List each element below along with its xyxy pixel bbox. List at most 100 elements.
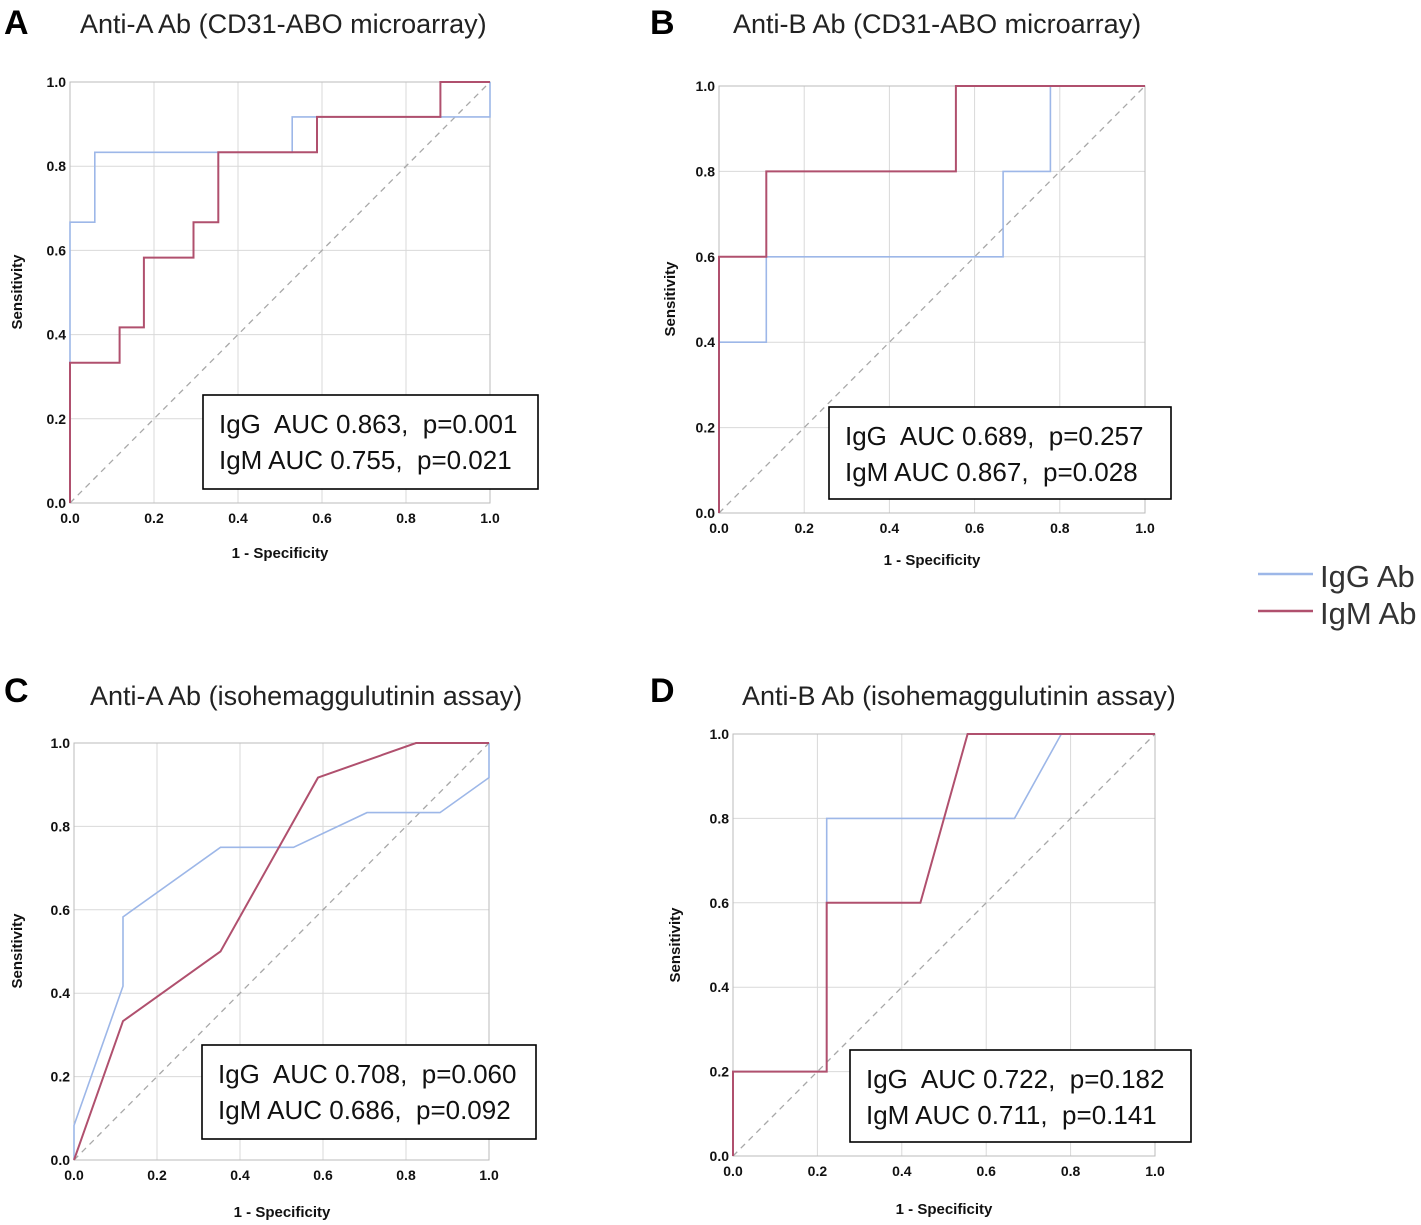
legend: IgG Ab IgM Ab bbox=[1258, 559, 1417, 631]
tick-layer: 0.0 0.2 0.4 0.6 0.8 1.0 0.0 0.2 0.4 0.6 0.8 1.0 bbox=[51, 735, 499, 1183]
auc-line-igm: IgM AUC 0.755, p=0.021 bbox=[219, 445, 512, 475]
y-tick-label: 0.8 bbox=[696, 163, 716, 179]
y-tick-label: 1.0 bbox=[710, 726, 730, 742]
auc-box bbox=[202, 394, 539, 490]
y-tick-label: 0.0 bbox=[710, 1148, 730, 1164]
x-axis-label: 1 - Specificity bbox=[884, 552, 981, 569]
y-tick-label: 1.0 bbox=[696, 78, 716, 94]
auc-box bbox=[201, 1044, 537, 1140]
plot-area bbox=[718, 85, 1146, 514]
auc-annotation: IgG AUC 0.708, p=0.060 IgM AUC 0.686, p=0… bbox=[201, 1044, 537, 1140]
plot-area bbox=[69, 81, 491, 504]
auc-box bbox=[828, 406, 1172, 500]
x-tick-label: 0.8 bbox=[1061, 1163, 1081, 1179]
auc-annotation: IgG AUC 0.689, p=0.257 IgM AUC 0.867, p=0… bbox=[828, 406, 1172, 500]
y-tick-label: 1.0 bbox=[47, 74, 67, 90]
y-tick-label: 0.0 bbox=[696, 505, 716, 521]
legend-label-igm: IgM Ab bbox=[1320, 596, 1417, 631]
auc-line-igg: IgG AUC 0.689, p=0.257 bbox=[845, 421, 1143, 451]
plot-frame bbox=[732, 733, 1156, 1157]
roc-curve-igm bbox=[718, 85, 1145, 513]
x-axis-label: 1 - Specificity bbox=[234, 1204, 331, 1221]
auc-line-igg: IgG AUC 0.708, p=0.060 bbox=[218, 1059, 516, 1089]
x-tick-label: 0.2 bbox=[147, 1167, 167, 1183]
x-tick-label: 0.8 bbox=[1050, 520, 1070, 536]
auc-line-igm: IgM AUC 0.867, p=0.028 bbox=[845, 457, 1138, 487]
panel-d: D Anti-B Ab (isohemaggulutinin assay) 0.… bbox=[650, 672, 1192, 1218]
plot-area bbox=[732, 733, 1156, 1157]
y-axis-label: Sensitivity bbox=[9, 913, 26, 989]
x-axis-label: 1 - Specificity bbox=[232, 545, 329, 562]
reference-diagonal bbox=[718, 85, 1146, 514]
y-tick-label: 0.0 bbox=[47, 495, 67, 511]
reference-diagonal bbox=[69, 81, 491, 504]
panel-title: Anti-B Ab (isohemaggulutinin assay) bbox=[742, 681, 1176, 711]
x-tick-label: 1.0 bbox=[1135, 520, 1155, 536]
auc-line-igm: IgM AUC 0.711, p=0.141 bbox=[866, 1100, 1157, 1130]
plot-frame bbox=[73, 742, 490, 1161]
y-tick-label: 0.0 bbox=[51, 1152, 71, 1168]
y-tick-label: 0.4 bbox=[51, 985, 71, 1001]
panel-a: A Anti-A Ab (CD31-ABO microarray) 0.0 0.2… bbox=[4, 4, 539, 562]
y-tick-label: 0.4 bbox=[47, 327, 67, 343]
auc-box bbox=[849, 1049, 1192, 1143]
y-axis-label: Sensitivity bbox=[9, 254, 26, 330]
y-tick-label: 0.4 bbox=[696, 334, 716, 350]
panel-title: Anti-A Ab (isohemaggulutinin assay) bbox=[90, 681, 522, 711]
roc-curve-igm bbox=[73, 742, 489, 1161]
x-tick-label: 0.0 bbox=[64, 1167, 84, 1183]
panel-letter: D bbox=[650, 672, 675, 710]
y-tick-label: 0.2 bbox=[51, 1069, 71, 1085]
x-tick-label: 0.4 bbox=[892, 1163, 912, 1179]
x-tick-label: 0.8 bbox=[396, 1167, 416, 1183]
roc-curve-igg bbox=[73, 743, 490, 1160]
y-tick-label: 0.6 bbox=[696, 249, 716, 265]
y-tick-label: 1.0 bbox=[51, 735, 71, 751]
panel-c: C Anti-A Ab (isohemaggulutinin assay) 0.… bbox=[4, 672, 537, 1221]
x-tick-label: 0.8 bbox=[396, 510, 416, 526]
x-tick-label: 0.4 bbox=[230, 1167, 250, 1183]
x-tick-label: 0.4 bbox=[880, 520, 900, 536]
panel-b: B Anti-B Ab (CD31-ABO microarray) 0.0 0.2… bbox=[650, 4, 1172, 569]
roc-curve-igg bbox=[718, 85, 1145, 513]
y-tick-label: 0.6 bbox=[47, 242, 67, 258]
y-axis-label: Sensitivity bbox=[667, 907, 684, 983]
x-tick-label: 0.6 bbox=[976, 1163, 996, 1179]
tick-layer: 0.0 0.2 0.4 0.6 0.8 1.0 0.0 0.2 0.4 0.6 0.8 1.0 bbox=[710, 726, 1165, 1179]
legend-label-igg: IgG Ab bbox=[1320, 559, 1415, 594]
x-tick-label: 1.0 bbox=[479, 1167, 499, 1183]
y-axis-label: Sensitivity bbox=[662, 261, 679, 337]
auc-line-igg: IgG AUC 0.722, p=0.182 bbox=[866, 1064, 1164, 1094]
y-tick-label: 0.2 bbox=[696, 420, 716, 436]
x-tick-label: 0.0 bbox=[709, 520, 729, 536]
panel-title: Anti-B Ab (CD31-ABO microarray) bbox=[733, 9, 1141, 39]
panel-letter: A bbox=[4, 4, 29, 42]
y-tick-label: 0.8 bbox=[51, 818, 71, 834]
roc-curve-igg bbox=[69, 82, 491, 503]
auc-line-igm: IgM AUC 0.686, p=0.092 bbox=[218, 1095, 511, 1125]
x-tick-label: 0.6 bbox=[965, 520, 985, 536]
y-tick-label: 0.6 bbox=[51, 902, 71, 918]
x-tick-label: 0.6 bbox=[313, 1167, 333, 1183]
plot-area bbox=[73, 742, 490, 1161]
y-tick-label: 0.8 bbox=[710, 810, 730, 826]
auc-line-igg: IgG AUC 0.863, p=0.001 bbox=[219, 409, 517, 439]
tick-layer: 0.0 0.2 0.4 0.6 0.8 1.0 0.0 0.2 0.4 0.6 0.8 1.0 bbox=[696, 78, 1155, 536]
y-tick-label: 0.8 bbox=[47, 158, 67, 174]
y-tick-label: 0.2 bbox=[47, 411, 67, 427]
panel-letter: B bbox=[650, 4, 675, 42]
x-tick-label: 0.6 bbox=[312, 510, 332, 526]
roc-curve-igm bbox=[732, 733, 1155, 1156]
auc-annotation: IgG AUC 0.863, p=0.001 IgM AUC 0.755, p=0… bbox=[202, 394, 539, 490]
roc-curve-igm bbox=[69, 81, 490, 503]
tick-layer: 0.0 0.2 0.4 0.6 0.8 1.0 0.0 0.2 0.4 0.6 0.8 1.0 bbox=[47, 74, 500, 526]
y-tick-label: 0.6 bbox=[710, 895, 730, 911]
x-tick-label: 1.0 bbox=[1145, 1163, 1165, 1179]
panel-title: Anti-A Ab (CD31-ABO microarray) bbox=[80, 9, 487, 39]
y-tick-label: 0.4 bbox=[710, 979, 730, 995]
x-tick-label: 0.0 bbox=[723, 1163, 743, 1179]
x-tick-label: 0.2 bbox=[144, 510, 164, 526]
x-tick-label: 0.4 bbox=[228, 510, 248, 526]
reference-diagonal bbox=[732, 733, 1156, 1157]
